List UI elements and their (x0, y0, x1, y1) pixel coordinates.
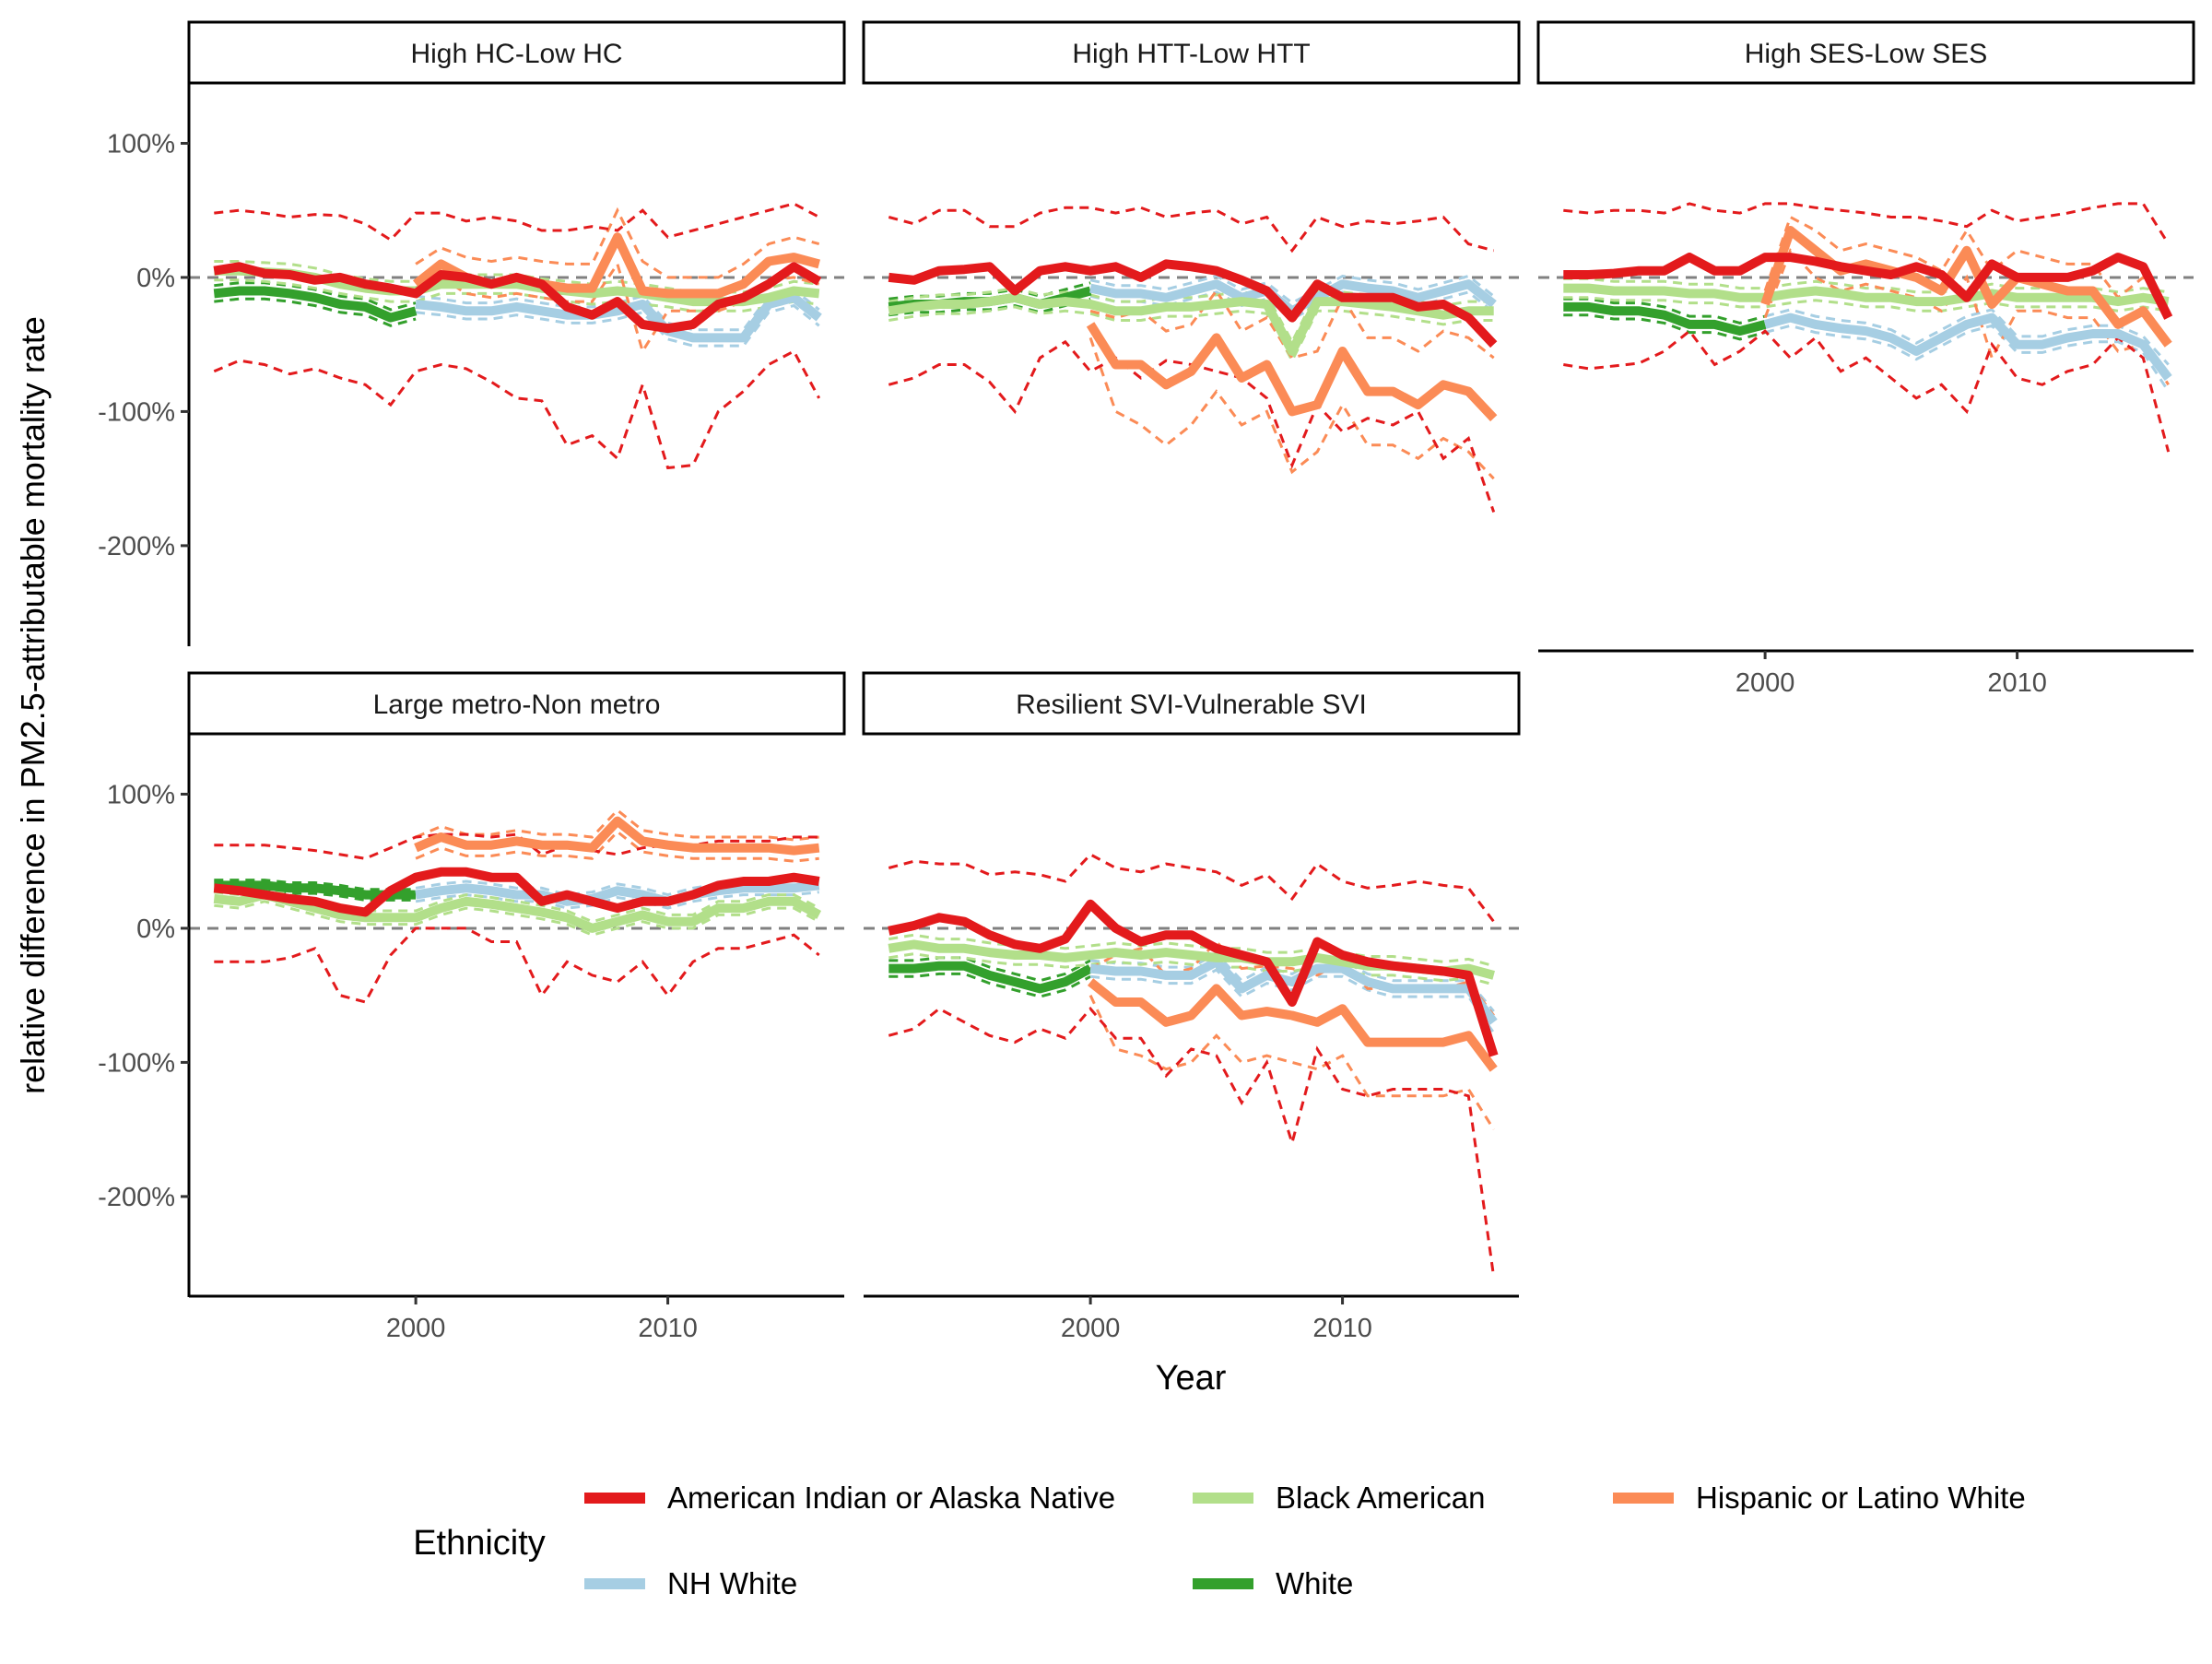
ci-upper-line (1089, 274, 1495, 305)
facet-title: Large metro-Non metro (373, 690, 661, 720)
y-tick-label: 100% (107, 129, 175, 159)
ci-upper-line (214, 886, 820, 924)
facet-title: High SES-Low SES (1745, 39, 1987, 69)
ci-upper-line (1563, 202, 2170, 245)
facet-title: High HC-Low HC (410, 39, 622, 69)
series-line (888, 961, 1093, 994)
facet-title: High HTT-Low HTT (1072, 39, 1310, 69)
y-tick-label: 0% (136, 915, 175, 944)
ci-upper-line (415, 808, 819, 842)
ci-lower-line (214, 900, 820, 937)
ci-lower-line (1764, 324, 2170, 393)
legend-label: NH White (667, 1566, 797, 1600)
series-line (1086, 322, 1498, 422)
ci-upper-line (415, 288, 820, 332)
legend: American Indian or Alaska Native Black Am… (584, 1481, 2026, 1600)
ci-lower-line (1563, 328, 2171, 453)
x-tick-label: 2000 (1061, 1314, 1121, 1343)
legend-label: White (1276, 1566, 1353, 1600)
facet-strip (187, 20, 846, 85)
ci-lower-line (1563, 296, 2169, 313)
y-tick-label: 0% (136, 264, 175, 293)
ci-lower-line (213, 348, 821, 470)
ci-upper-line (1763, 215, 2170, 313)
series-line (888, 292, 1494, 356)
ci-lower-line (214, 297, 417, 327)
legend-label: American Indian or Alaska Native (667, 1481, 1115, 1515)
legend-label: Hispanic or Latino White (1696, 1481, 2026, 1515)
panel-5: Resilient SVI-Vulnerable SVI 2000 2010 (862, 671, 1521, 1343)
series-line (888, 259, 1498, 348)
ci-lower-line (888, 1006, 1496, 1278)
facet-strip (862, 20, 1521, 85)
ci-lower-line (888, 972, 1091, 998)
series-line (1087, 978, 1498, 1072)
ci-upper-line (888, 933, 1495, 968)
ci-lower-line (888, 305, 1494, 364)
series-line (213, 286, 418, 323)
ci-upper-line (888, 206, 1495, 254)
ci-lower-line (1088, 995, 1495, 1130)
ci-upper-line (415, 207, 820, 279)
ci-lower-line (1563, 313, 1766, 341)
ci-upper-line (1089, 288, 1495, 360)
x-tick-label: 2000 (386, 1314, 446, 1343)
panel-3: High SES-Low SES 2000 2010 (1536, 20, 2195, 698)
series-line (1089, 957, 1498, 1025)
series-line (213, 262, 822, 334)
ci-upper-line (415, 877, 819, 897)
x-axis-title: Year (1156, 1359, 1227, 1398)
series-line (415, 880, 820, 906)
legend-label: Black American (1276, 1481, 1485, 1515)
x-tick-label: 2010 (1312, 1314, 1372, 1343)
series-line (415, 292, 822, 343)
x-tick-label: 2000 (1735, 668, 1795, 698)
panel-4: Large metro-Non metro 100% 0% -100% -200% 200… (98, 671, 846, 1343)
y-tick-label: -100% (98, 397, 175, 427)
facet-strip (862, 671, 1521, 736)
ci-upper-line (888, 853, 1495, 923)
series-line (1563, 301, 1767, 336)
series-line (1763, 313, 2172, 382)
ci-upper-line (214, 832, 819, 860)
ci-lower-line (888, 952, 1495, 986)
x-tick-label: 2010 (638, 1314, 698, 1343)
facet-title: Resilient SVI-Vulnerable SVI (1016, 690, 1367, 720)
ci-lower-line (415, 830, 819, 863)
ci-upper-line (1764, 308, 2170, 366)
ci-lower-line (415, 303, 820, 348)
series-line (213, 890, 822, 933)
legend-title: Ethnicity (413, 1524, 546, 1563)
ci-upper-line (1563, 297, 1766, 325)
facet-strip (187, 671, 846, 736)
ci-lower-line (214, 926, 820, 1004)
y-tick-label: -200% (98, 1183, 175, 1212)
ci-lower-line (1088, 336, 1495, 480)
series-line (414, 816, 820, 856)
ci-upper-line (888, 956, 1091, 983)
x-tick-label: 2010 (1987, 668, 2047, 698)
ci-lower-line (1089, 968, 1495, 1034)
panel-1: High HC-Low HC 100% 0% -100% -200% (98, 20, 846, 646)
panel-2: High HTT-Low HTT (862, 20, 1521, 513)
series-line (213, 867, 820, 917)
series-line (1563, 283, 2170, 307)
series-line (1563, 253, 2173, 320)
y-tick-label: -100% (98, 1048, 175, 1078)
y-axis-title: relative difference in PM2.5-attributabl… (14, 316, 52, 1094)
y-tick-label: -200% (98, 532, 175, 561)
ci-upper-line (214, 202, 820, 242)
facet-strip (1536, 20, 2195, 85)
y-tick-label: 100% (107, 780, 175, 809)
ci-lower-line (1763, 248, 2170, 386)
ci-upper-line (214, 879, 417, 891)
series-line (888, 899, 1499, 1057)
